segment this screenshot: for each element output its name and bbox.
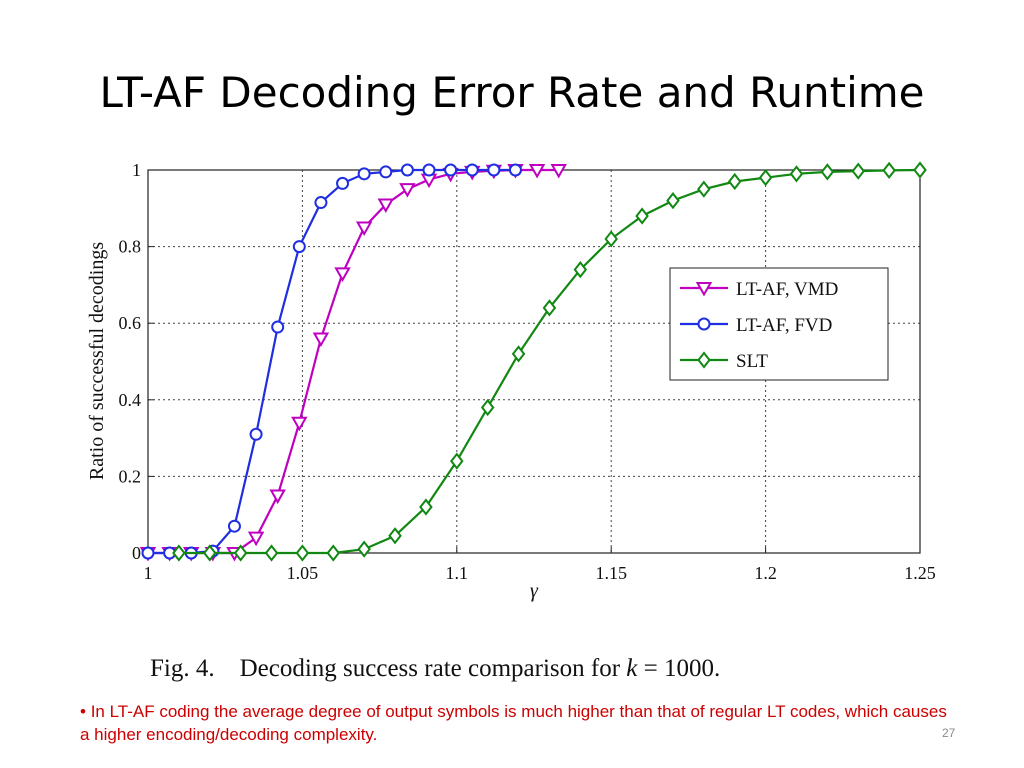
x-tick-label: 1.2 xyxy=(754,563,777,583)
circle-marker xyxy=(444,163,458,177)
circle-marker xyxy=(227,519,241,533)
caption-prefix: Fig. 4. Decoding success rate comparison… xyxy=(150,655,627,682)
legend-label: LT-AF, VMD xyxy=(736,279,838,300)
x-tick-label: 1.1 xyxy=(446,563,469,583)
y-tick-label: 0.6 xyxy=(119,313,142,333)
legend-label: LT-AF, FVD xyxy=(736,315,832,336)
circle-marker xyxy=(379,165,393,179)
diamond-marker xyxy=(202,544,217,562)
circle-marker xyxy=(697,317,711,331)
diamond-marker xyxy=(789,165,804,183)
diamond-marker xyxy=(419,498,433,516)
diamond-marker xyxy=(357,540,371,558)
diamond-marker xyxy=(851,162,866,180)
triangle-marker xyxy=(695,282,713,297)
diamond-marker xyxy=(697,351,711,369)
legend-item: SLT xyxy=(680,351,768,372)
triangle-marker xyxy=(312,332,330,348)
y-tick-label: 0.4 xyxy=(119,390,142,410)
legend-item: LT-AF, VMD xyxy=(680,279,838,300)
triangle-marker xyxy=(399,183,416,198)
circle-marker xyxy=(292,240,306,254)
x-axis-ticks: 1 1.05 1.1 1.15 1.2 1.25 xyxy=(144,547,936,583)
legend-item: LT-AF, FVD xyxy=(680,315,832,336)
circle-marker xyxy=(487,163,501,177)
diamond-marker xyxy=(264,544,279,562)
legend-label: SLT xyxy=(736,351,768,372)
circle-marker xyxy=(314,196,328,210)
diamond-marker xyxy=(511,345,526,363)
circle-marker xyxy=(357,167,371,181)
x-tick-label: 1.15 xyxy=(595,563,627,583)
y-tick-label: 1 xyxy=(132,160,141,180)
diamond-marker xyxy=(697,180,711,198)
circle-marker xyxy=(465,163,479,177)
diamond-marker xyxy=(666,192,680,210)
circle-marker xyxy=(422,163,436,177)
circle-marker xyxy=(271,320,285,334)
series-1 xyxy=(141,163,522,560)
diamond-marker xyxy=(326,544,341,562)
x-tick-label: 1.05 xyxy=(287,563,319,583)
caption-suffix: = 1000. xyxy=(637,655,721,682)
x-tick-label: 1.25 xyxy=(904,563,936,583)
circle-marker xyxy=(508,163,522,177)
diamond-marker xyxy=(882,161,896,180)
diamond-marker xyxy=(604,230,618,248)
x-axis-label: γ xyxy=(530,580,539,602)
circle-marker xyxy=(400,163,414,177)
diamond-marker xyxy=(758,169,773,187)
diamond-marker xyxy=(727,172,742,191)
decoding-success-chart: 1 1.05 1.1 1.15 1.2 1.25 0 0.2 0.4 0.6 0.8 1 γ Rat… xyxy=(86,160,936,602)
page-number: 27 xyxy=(942,726,956,740)
triangle-marker xyxy=(247,531,265,547)
triangle-marker xyxy=(334,267,351,282)
triangle-marker xyxy=(269,489,286,505)
y-tick-label: 0 xyxy=(132,543,141,563)
triangle-marker xyxy=(377,198,394,214)
diamond-marker xyxy=(172,544,186,562)
triangle-marker xyxy=(550,164,567,179)
triangle-marker xyxy=(355,221,373,236)
legend: LT-AF, VMD LT-AF, FVD SLT xyxy=(669,267,889,381)
y-axis-ticks: 0 0.2 0.4 0.6 0.8 1 xyxy=(119,160,154,563)
note-text: In LT-AF coding the average degree of ou… xyxy=(80,702,947,744)
diamond-marker xyxy=(573,260,588,279)
diamond-marker xyxy=(635,207,649,225)
bullet-note: • In LT-AF coding the average degree of … xyxy=(80,700,960,746)
triangle-marker xyxy=(528,164,546,179)
figure-caption: Fig. 4. Decoding success rate comparison… xyxy=(150,655,890,683)
diamond-marker xyxy=(388,527,402,545)
diamond-marker xyxy=(820,163,835,181)
diamond-marker xyxy=(913,161,927,179)
series-group xyxy=(139,161,927,562)
caption-variable: k xyxy=(626,655,638,682)
y-axis-label: Ratio of successful decodings xyxy=(86,242,108,480)
circle-marker xyxy=(249,427,263,441)
triangle-marker xyxy=(291,416,308,432)
diamond-marker xyxy=(542,299,557,317)
slide-title: LT-AF Decoding Error Rate and Runtime xyxy=(99,68,925,117)
circle-marker xyxy=(336,176,350,190)
diamond-marker xyxy=(233,544,248,562)
bullet-marker: • xyxy=(80,702,86,721)
y-tick-label: 0.8 xyxy=(119,237,142,257)
circle-marker xyxy=(141,546,155,560)
diamond-marker xyxy=(295,544,310,562)
diamond-marker xyxy=(450,452,464,470)
diamond-marker xyxy=(480,398,495,417)
x-tick-label: 1 xyxy=(144,563,153,583)
y-tick-label: 0.2 xyxy=(119,466,142,486)
series-2 xyxy=(172,161,927,562)
